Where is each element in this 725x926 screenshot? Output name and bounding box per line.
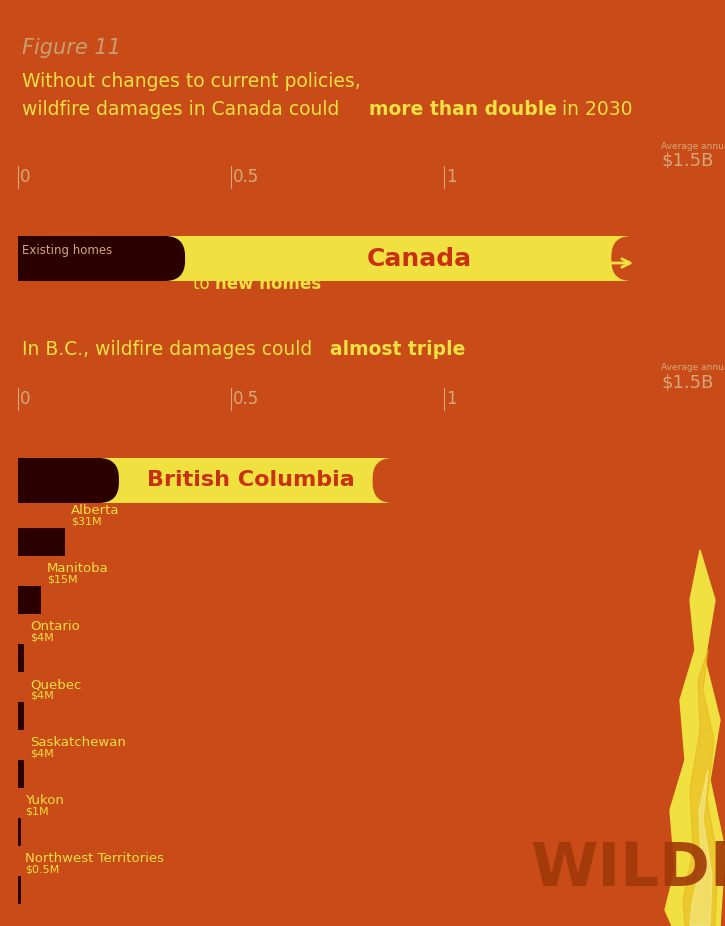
Text: more than double: more than double xyxy=(369,100,557,119)
Text: $31M: $31M xyxy=(71,516,102,526)
Text: in 2030: in 2030 xyxy=(556,100,632,119)
Text: 0.5: 0.5 xyxy=(233,390,260,408)
Polygon shape xyxy=(690,770,712,926)
Bar xyxy=(18,702,24,730)
Text: $4M: $4M xyxy=(30,690,54,700)
Text: 1: 1 xyxy=(447,168,457,186)
Polygon shape xyxy=(665,550,725,926)
FancyBboxPatch shape xyxy=(165,236,631,281)
Text: $1.14B increase due: $1.14B increase due xyxy=(193,255,364,273)
Text: 0.5: 0.5 xyxy=(233,168,260,186)
Text: Alberta: Alberta xyxy=(71,504,120,517)
Text: $1.08B: $1.08B xyxy=(123,473,182,491)
Text: 1: 1 xyxy=(447,390,457,408)
Text: $1.5B: $1.5B xyxy=(661,373,713,391)
Bar xyxy=(18,528,65,556)
Bar xyxy=(18,644,24,672)
Text: Canada: Canada xyxy=(367,246,472,270)
Text: In B.C., wildfire damages could: In B.C., wildfire damages could xyxy=(22,340,318,359)
FancyBboxPatch shape xyxy=(99,458,393,503)
Text: Existing homes: Existing homes xyxy=(22,244,112,257)
Text: 0: 0 xyxy=(20,168,30,186)
Text: Average annual losses: Average annual losses xyxy=(661,142,725,151)
Text: to: to xyxy=(193,275,215,293)
Text: $4M: $4M xyxy=(30,632,54,642)
Bar xyxy=(18,760,24,788)
Text: Manitoba: Manitoba xyxy=(46,562,109,575)
Text: Ontario: Ontario xyxy=(30,620,80,633)
Text: WILDFIRE: WILDFIRE xyxy=(530,840,725,899)
Text: Yukon: Yukon xyxy=(25,794,65,807)
Text: Figure 11: Figure 11 xyxy=(22,38,121,58)
Text: Northwest Territories: Northwest Territories xyxy=(25,852,164,865)
Text: Without changes to current policies,: Without changes to current policies, xyxy=(22,72,361,91)
Text: wildfire damages in Canada could: wildfire damages in Canada could xyxy=(22,100,345,119)
Text: new homes: new homes xyxy=(215,275,321,293)
Bar xyxy=(18,818,21,846)
Bar xyxy=(18,876,21,904)
Text: $15M: $15M xyxy=(46,574,78,584)
Text: $4M: $4M xyxy=(30,748,54,758)
Text: $0.5M: $0.5M xyxy=(25,864,59,874)
Text: Average annual losses: Average annual losses xyxy=(661,363,725,372)
Polygon shape xyxy=(683,650,718,926)
Bar xyxy=(18,586,41,614)
Text: Saskatchewan: Saskatchewan xyxy=(30,736,126,749)
Text: Quebec: Quebec xyxy=(30,678,81,691)
Text: $1M: $1M xyxy=(25,806,49,816)
Bar xyxy=(18,458,119,503)
Text: 0: 0 xyxy=(20,390,30,408)
Text: British Columbia: British Columbia xyxy=(147,470,355,491)
Text: $1.5B: $1.5B xyxy=(661,152,713,170)
Bar xyxy=(18,236,185,281)
Text: almost triple: almost triple xyxy=(330,340,465,359)
